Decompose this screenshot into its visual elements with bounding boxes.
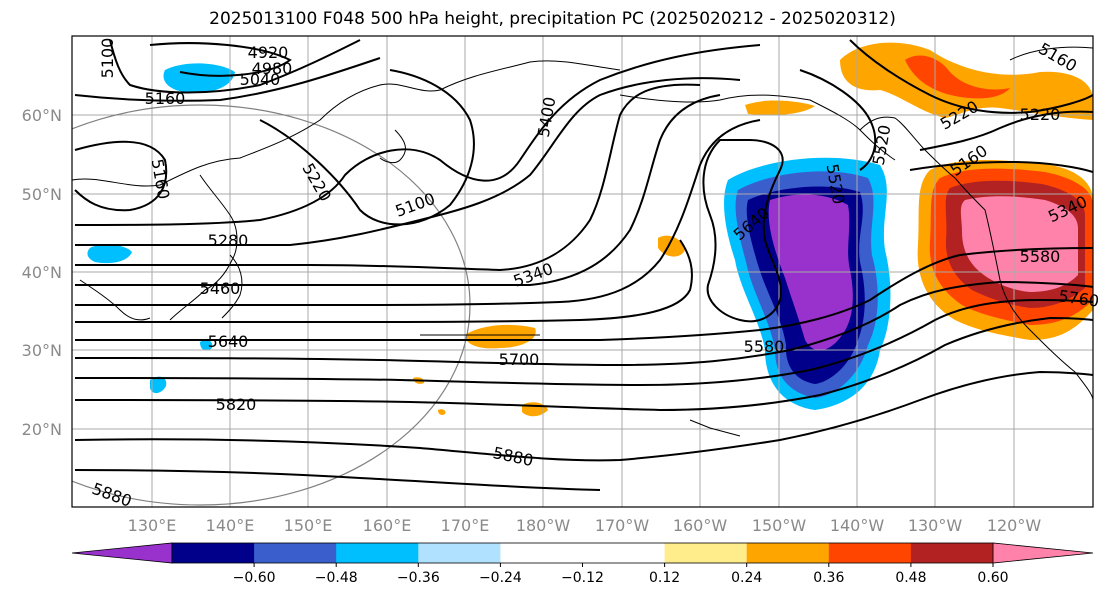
lon-tick-label: 120°W bbox=[987, 516, 1042, 535]
contour-label: 5160 bbox=[145, 89, 186, 108]
colorbar-swatch bbox=[418, 543, 501, 563]
lat-tick-label: 50°N bbox=[22, 185, 62, 204]
lon-tick-label: 130°W bbox=[908, 516, 963, 535]
colorbar-tick-label: −0.60 bbox=[233, 570, 276, 586]
lon-tick-label: 150°E bbox=[284, 516, 333, 535]
contour-label: 5820 bbox=[216, 395, 257, 414]
contour-label: 5640 bbox=[208, 332, 249, 351]
colorbar-swatch bbox=[172, 543, 255, 563]
contour-label: 4980 bbox=[252, 59, 293, 78]
colorbar-extend-min bbox=[71, 542, 173, 564]
colorbar-tick-label: −0.12 bbox=[561, 570, 604, 586]
lon-tick-label: 130°E bbox=[128, 516, 177, 535]
colorbar-swatch bbox=[336, 543, 419, 563]
colorbar-extend-max bbox=[992, 542, 1094, 564]
colorbar-tick-label: 0.24 bbox=[731, 570, 762, 586]
contour-label: 4920 bbox=[248, 43, 289, 62]
contour-label: 5580 bbox=[744, 337, 785, 356]
lat-tick-label: 40°N bbox=[22, 263, 62, 282]
lat-tick-labels: 60°N 50°N 40°N 30°N 20°N bbox=[22, 106, 62, 439]
lat-tick-label: 60°N bbox=[22, 106, 62, 125]
lon-tick-label: 170°W bbox=[595, 516, 650, 535]
map-frame bbox=[71, 35, 1094, 508]
lon-tick-label: 140°E bbox=[206, 516, 255, 535]
contour-label: 5700 bbox=[499, 350, 540, 369]
height-contours bbox=[74, 39, 1093, 491]
colorbar-tick-label: 0.12 bbox=[649, 570, 680, 586]
contour-label: 5460 bbox=[200, 279, 241, 298]
lat-tick-label: 20°N bbox=[22, 420, 62, 439]
contour-label: 5220 bbox=[1020, 105, 1061, 124]
contour-label: 5040 bbox=[240, 70, 281, 89]
lon-tick-labels: 130°E 140°E 150°E 160°E 170°E 180°W 170°… bbox=[128, 516, 1042, 535]
lon-tick-label: 170°E bbox=[441, 516, 490, 535]
colorbar: −0.60 −0.48 −0.36 −0.24 −0.12 0.12 0.24 0.36 0.4… bbox=[71, 542, 1094, 586]
colorbar-tick-label: 0.48 bbox=[895, 570, 926, 586]
colorbar-swatch bbox=[746, 543, 830, 563]
colorbar-tick-label: −0.36 bbox=[397, 570, 440, 586]
contour-label: 5100 bbox=[98, 38, 117, 79]
lon-tick-label: 150°W bbox=[752, 516, 807, 535]
lon-tick-label: 160°E bbox=[363, 516, 412, 535]
colorbar-tick-label: −0.48 bbox=[315, 570, 358, 586]
precip-negative-anomaly bbox=[87, 63, 891, 410]
colorbar-swatch bbox=[828, 543, 912, 563]
colorbar-swatch bbox=[664, 543, 748, 563]
contour-label: 5280 bbox=[208, 231, 249, 250]
lon-tick-label: 160°W bbox=[673, 516, 728, 535]
lat-tick-label: 30°N bbox=[22, 341, 62, 360]
contour-label: 5580 bbox=[1020, 247, 1061, 266]
lon-tick-label: 180°W bbox=[516, 516, 571, 535]
colorbar-tick-label: −0.24 bbox=[479, 570, 522, 586]
colorbar-swatch bbox=[500, 543, 583, 563]
lon-tick-label: 140°W bbox=[830, 516, 885, 535]
colorbar-swatch bbox=[582, 543, 666, 563]
colorbar-tick-label: 0.60 bbox=[977, 570, 1008, 586]
colorbar-swatch bbox=[910, 543, 994, 563]
map-title: 2025013100 F048 500 hPa height, precipit… bbox=[209, 9, 896, 29]
colorbar-swatch bbox=[254, 543, 337, 563]
colorbar-tick-label: 0.36 bbox=[813, 570, 844, 586]
